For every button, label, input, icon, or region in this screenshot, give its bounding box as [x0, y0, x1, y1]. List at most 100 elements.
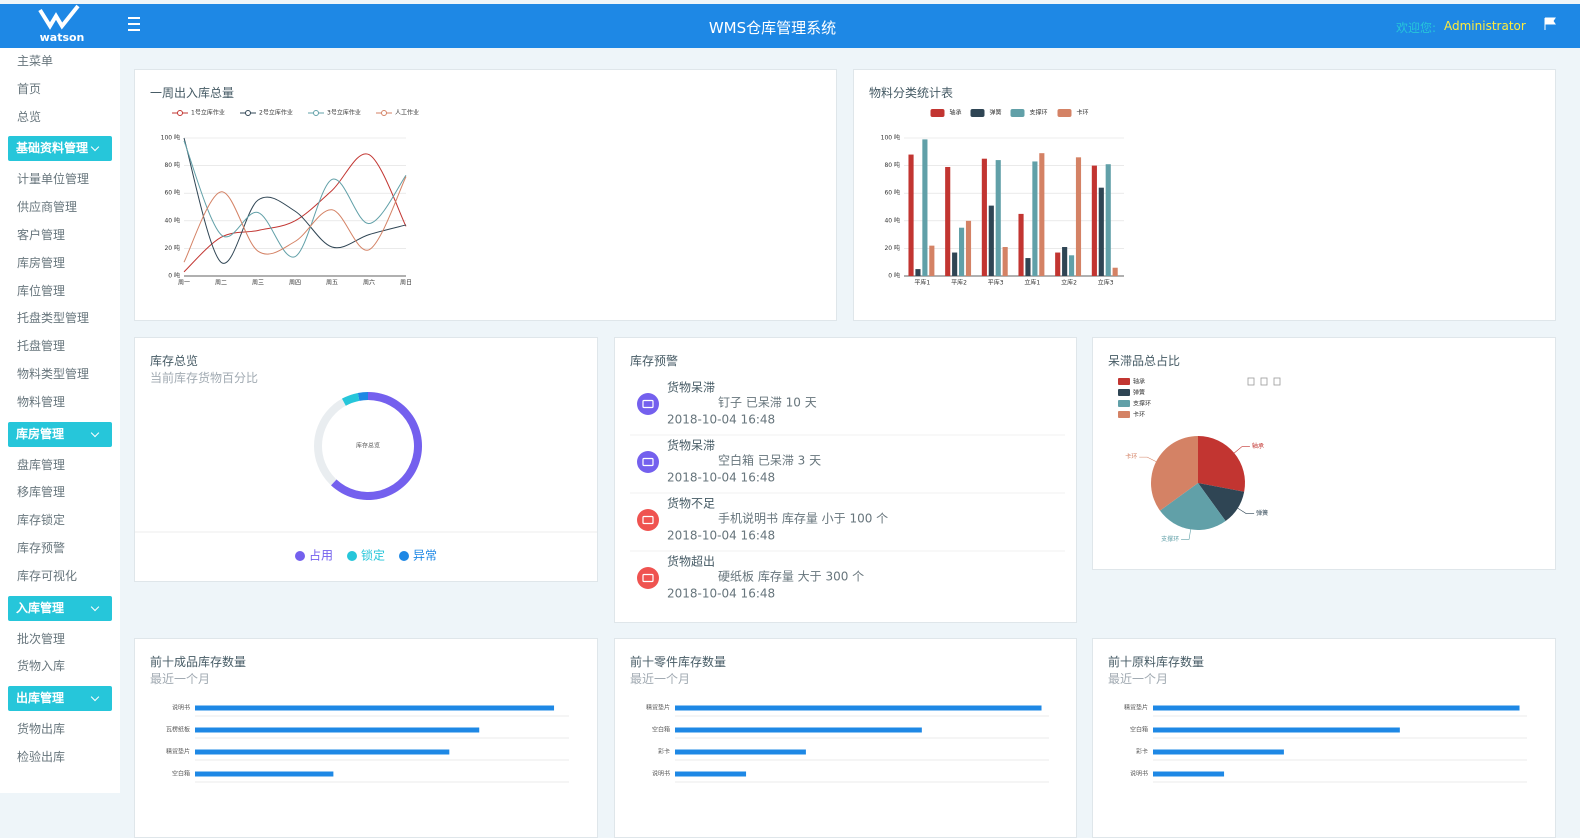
menu-item[interactable]: 托盘管理: [17, 339, 66, 354]
menu-group[interactable]: 入库管理: [8, 595, 112, 621]
label-line: [1237, 507, 1255, 514]
menu-item[interactable]: 移库管理: [17, 485, 66, 500]
y-tick-label: 精贸垫片: [646, 704, 670, 712]
menu-item[interactable]: 库存预警: [17, 540, 66, 555]
page: watson WMS仓库管理系统 欢迎您: Administrator 主菜单首…: [0, 0, 1580, 793]
legend-swatch: [1057, 109, 1072, 117]
bar: [195, 705, 555, 711]
toolbox-icon[interactable]: [1260, 377, 1268, 386]
menu-item[interactable]: 库位管理: [17, 283, 66, 298]
pie-slice: [1159, 483, 1226, 530]
legend-swatch: [930, 109, 945, 117]
menu-item[interactable]: 首页: [17, 81, 42, 96]
alert-time: 2018-10-04 16:48: [667, 587, 775, 601]
bar: [1025, 258, 1031, 276]
legend-swatch: [1010, 109, 1025, 117]
x-tick-label: 立库2: [1061, 279, 1077, 287]
legend-label: 1号立库作业: [191, 109, 225, 117]
y-tick-label: 60 吨: [884, 189, 900, 197]
bar: [1018, 213, 1024, 276]
alert-icon: [637, 567, 659, 589]
bar: [1075, 157, 1082, 276]
header: watson WMS仓库管理系统 欢迎您: Administrator: [0, 4, 1580, 48]
x-tick-label: 立库1: [1024, 279, 1040, 287]
alert-time: 2018-10-04 16:48: [667, 529, 775, 543]
menu-item[interactable]: 托盘类型管理: [17, 311, 90, 326]
x-tick-label: 平库1: [914, 279, 930, 287]
toolbox-icon[interactable]: [1247, 377, 1255, 386]
y-tick-label: 0 吨: [888, 272, 900, 280]
pie-slice: [1151, 436, 1198, 511]
menu-item[interactable]: 库房管理: [17, 255, 66, 270]
menu-item[interactable]: 库存可视化: [17, 568, 78, 583]
alert-time: 2018-10-04 16:48: [667, 471, 775, 485]
y-tick-label: 空白箱: [1130, 726, 1148, 734]
legend-swatch: [970, 109, 985, 117]
label-line: [1234, 446, 1250, 454]
menu-item[interactable]: 物料管理: [17, 394, 66, 409]
line-panel: 0 吨 20 吨 40 吨 60 吨 80 吨 100 吨周一 周二 周三 周四 周五 周六 周日 1号…: [134, 69, 837, 321]
x-tick-label: 周五: [326, 280, 338, 287]
legend-label: 人工作业: [395, 109, 419, 117]
alert-glyph: [642, 399, 654, 409]
bar: [922, 139, 928, 276]
menu-item[interactable]: 盘库管理: [17, 457, 66, 472]
alert-time: 2018-10-04 16:48: [667, 413, 775, 427]
menu-item[interactable]: 货物出库: [17, 722, 66, 737]
y-tick-label: 精贸垫片: [1124, 704, 1148, 712]
menu-toggle[interactable]: [128, 17, 140, 31]
panel-title: 库存总览: [150, 354, 199, 368]
panel-subtitle: 最近一个月: [150, 672, 211, 686]
legend-label: 2号立库作业: [259, 109, 293, 117]
menu-group[interactable]: 库房管理: [8, 421, 112, 447]
menu-item[interactable]: 供应商管理: [17, 200, 78, 215]
flag-icon[interactable]: [1543, 17, 1557, 31]
center-label: 库存总览: [356, 442, 380, 450]
menu-item[interactable]: 检验出库: [17, 749, 66, 764]
alert-icon: [637, 451, 659, 473]
legend-label: 3号立库作业: [327, 109, 361, 117]
user-name[interactable]: Administrator: [1444, 19, 1526, 33]
menu-item[interactable]: 批次管理: [17, 631, 66, 646]
legend-label: 占用: [309, 548, 333, 563]
x-tick-label: 周三: [252, 280, 264, 287]
menu-item[interactable]: 总览: [17, 109, 42, 124]
series-line: [183, 153, 407, 273]
y-tick-label: 空白箱: [172, 770, 190, 778]
bar: [929, 245, 935, 276]
bar: [675, 771, 747, 777]
y-tick-label: 80 吨: [164, 161, 180, 169]
menu-item[interactable]: 计量单位管理: [17, 172, 90, 187]
slice-label: 卡环: [1125, 453, 1137, 461]
legend-swatch: [1118, 400, 1130, 407]
y-tick-label: 40 吨: [164, 216, 180, 224]
menu-item[interactable]: 货物入库: [17, 659, 66, 674]
x-tick-label: 立库3: [1098, 279, 1114, 287]
bar: [995, 160, 1001, 276]
alert-glyph: [642, 515, 654, 525]
slice-label: 弹簧: [1256, 509, 1268, 517]
bar: [1112, 267, 1118, 276]
menu-item[interactable]: 客户管理: [17, 227, 66, 242]
donut-slice: [331, 392, 422, 500]
series-line: [183, 137, 407, 264]
menu-item[interactable]: 物料类型管理: [17, 366, 90, 381]
x-tick-label: 平库3: [988, 279, 1004, 287]
menu-group[interactable]: 基础资料管理: [8, 136, 112, 162]
legend-swatch: [1118, 378, 1130, 385]
donut-slice: [357, 392, 368, 401]
bar: [1091, 165, 1097, 276]
logo: watson: [38, 4, 84, 44]
menu-group[interactable]: 出库管理: [8, 686, 112, 712]
y-tick-label: 100 吨: [881, 134, 900, 142]
legend-label: 异常: [413, 549, 437, 563]
label-line: [1181, 529, 1191, 540]
bar: [1002, 247, 1008, 276]
menu-heading: 主菜单: [17, 54, 54, 68]
menu-item[interactable]: 库存锁定: [17, 513, 66, 528]
toolbox-icon[interactable]: [1273, 377, 1281, 386]
bar: [1032, 161, 1038, 276]
